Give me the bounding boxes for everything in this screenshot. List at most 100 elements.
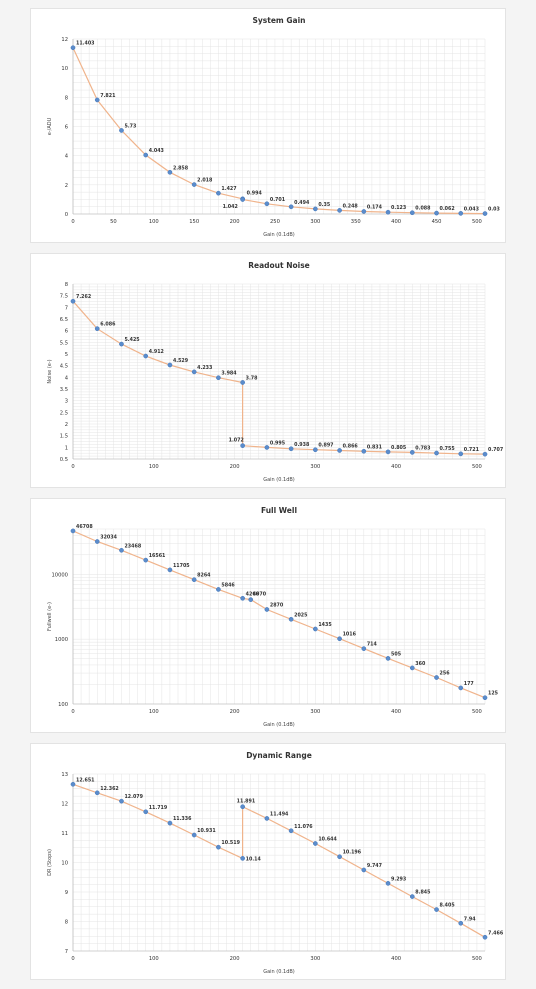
series-line [72,300,486,455]
chart-title: Full Well [261,506,297,515]
x-tick-label: 200 [230,464,240,470]
data-point [240,380,245,385]
data-label: 8264 [197,573,211,579]
data-point [70,528,76,534]
y-tick-label: 12 [61,802,68,808]
x-tick-label: 150 [189,219,199,225]
data-label: 5846 [221,582,235,588]
y-axis-label: DR (Stops) [47,849,53,876]
x-tick-label: 250 [270,219,280,225]
y-tick-label: 8 [65,282,68,288]
data-point [191,182,197,187]
data-point [482,934,488,940]
x-tick-label: 450 [432,219,442,225]
y-tick-label: 6 [65,125,68,131]
y-tick-label: 1 [65,445,68,451]
y-axis-label: e-/ADU [47,117,53,135]
y-tick-label: 2 [65,183,68,189]
data-label: 714 [367,642,378,648]
data-label: 1.072 [229,438,244,444]
data-label: 5.425 [124,337,139,343]
data-label: 0.707 [488,447,503,453]
y-tick-label: 9 [65,890,68,896]
data-point [248,597,254,602]
data-point [409,894,415,899]
y-tick-label: 10 [61,66,68,72]
data-point [482,211,488,216]
data-point [167,362,173,368]
data-point [458,685,464,691]
data-label: 0.123 [391,205,406,211]
x-tick-label: 500 [472,219,482,225]
x-tick-label: 350 [351,219,361,225]
data-label: 7.262 [76,294,91,300]
y-tick-label: 3.5 [60,387,68,393]
data-point [143,809,149,815]
data-point [167,567,173,573]
y-tick-label: 0 [65,212,68,218]
x-axis-label: Gain (0.1dB) [263,969,295,975]
y-tick-label: 8 [65,920,68,926]
data-label: 177 [464,681,474,687]
data-label: 1.042 [223,204,238,210]
data-label: 16561 [149,553,166,559]
y-tick-label: 1000 [55,637,68,643]
x-tick-label: 200 [230,219,240,225]
y-tick-label: 10000 [51,572,68,578]
data-label: 2.018 [197,178,213,184]
data-point [264,445,270,450]
data-label: 0.062 [440,206,455,212]
data-point [361,646,367,651]
y-tick-label: 3 [65,399,68,405]
data-point [288,828,294,834]
full-well-panel: Full Well Gain (0.1dB) Fullwell (e-) 0 100 20… [30,498,506,733]
data-point [337,636,342,642]
x-tick-label: 50 [110,219,117,225]
data-label: 3.78 [246,375,258,381]
data-label: 0.088 [415,206,431,212]
data-label: 7.821 [100,93,115,99]
x-tick-label: 400 [391,956,401,962]
data-label: 1016 [343,632,357,638]
x-tick-label: 300 [310,956,320,962]
readout-noise-panel: Readout Noise Gain (0.1dB) Noise (e-) 0 100 2… [30,253,506,488]
data-point [288,204,294,210]
data-label: 0.831 [367,444,382,450]
x-tick-label: 100 [149,219,159,225]
readout-noise-chart: Readout Noise Gain (0.1dB) Noise (e-) 0 100 2… [47,261,503,483]
data-point [385,881,391,886]
y-tick-label: 4 [65,375,69,381]
x-tick-label: 500 [472,464,482,470]
data-point [119,798,124,804]
data-label: 0.783 [415,445,430,451]
y-tick-label: 5 [65,352,68,358]
data-point [240,804,245,810]
data-label: 0.043 [464,206,479,212]
data-label: 125 [488,691,498,697]
x-tick-label: 300 [310,464,320,470]
data-label: 11.719 [149,805,168,811]
data-label: 2025 [294,612,307,618]
data-point [482,451,488,457]
y-tick-label: 4.5 [60,364,68,370]
x-tick-label: 300 [310,709,320,715]
y-axis-label: Noise (e-) [47,359,53,383]
data-label: 0.494 [294,200,310,206]
x-tick-label: 100 [149,464,159,470]
data-label: 46708 [76,524,93,530]
data-label: 0.995 [270,440,285,446]
data-label: 11.336 [173,816,192,822]
data-point [288,616,294,622]
data-label: 0.03 [488,207,500,213]
data-label: 10.14 [246,856,262,862]
data-point [264,201,270,207]
data-label: 1435 [318,622,331,628]
data-label: 0.994 [247,191,263,197]
data-point [361,448,367,454]
data-label: 7.466 [488,930,504,936]
data-point [119,341,124,347]
chart-title: System Gain [253,16,306,25]
data-point [240,856,245,861]
data-point [94,539,100,544]
